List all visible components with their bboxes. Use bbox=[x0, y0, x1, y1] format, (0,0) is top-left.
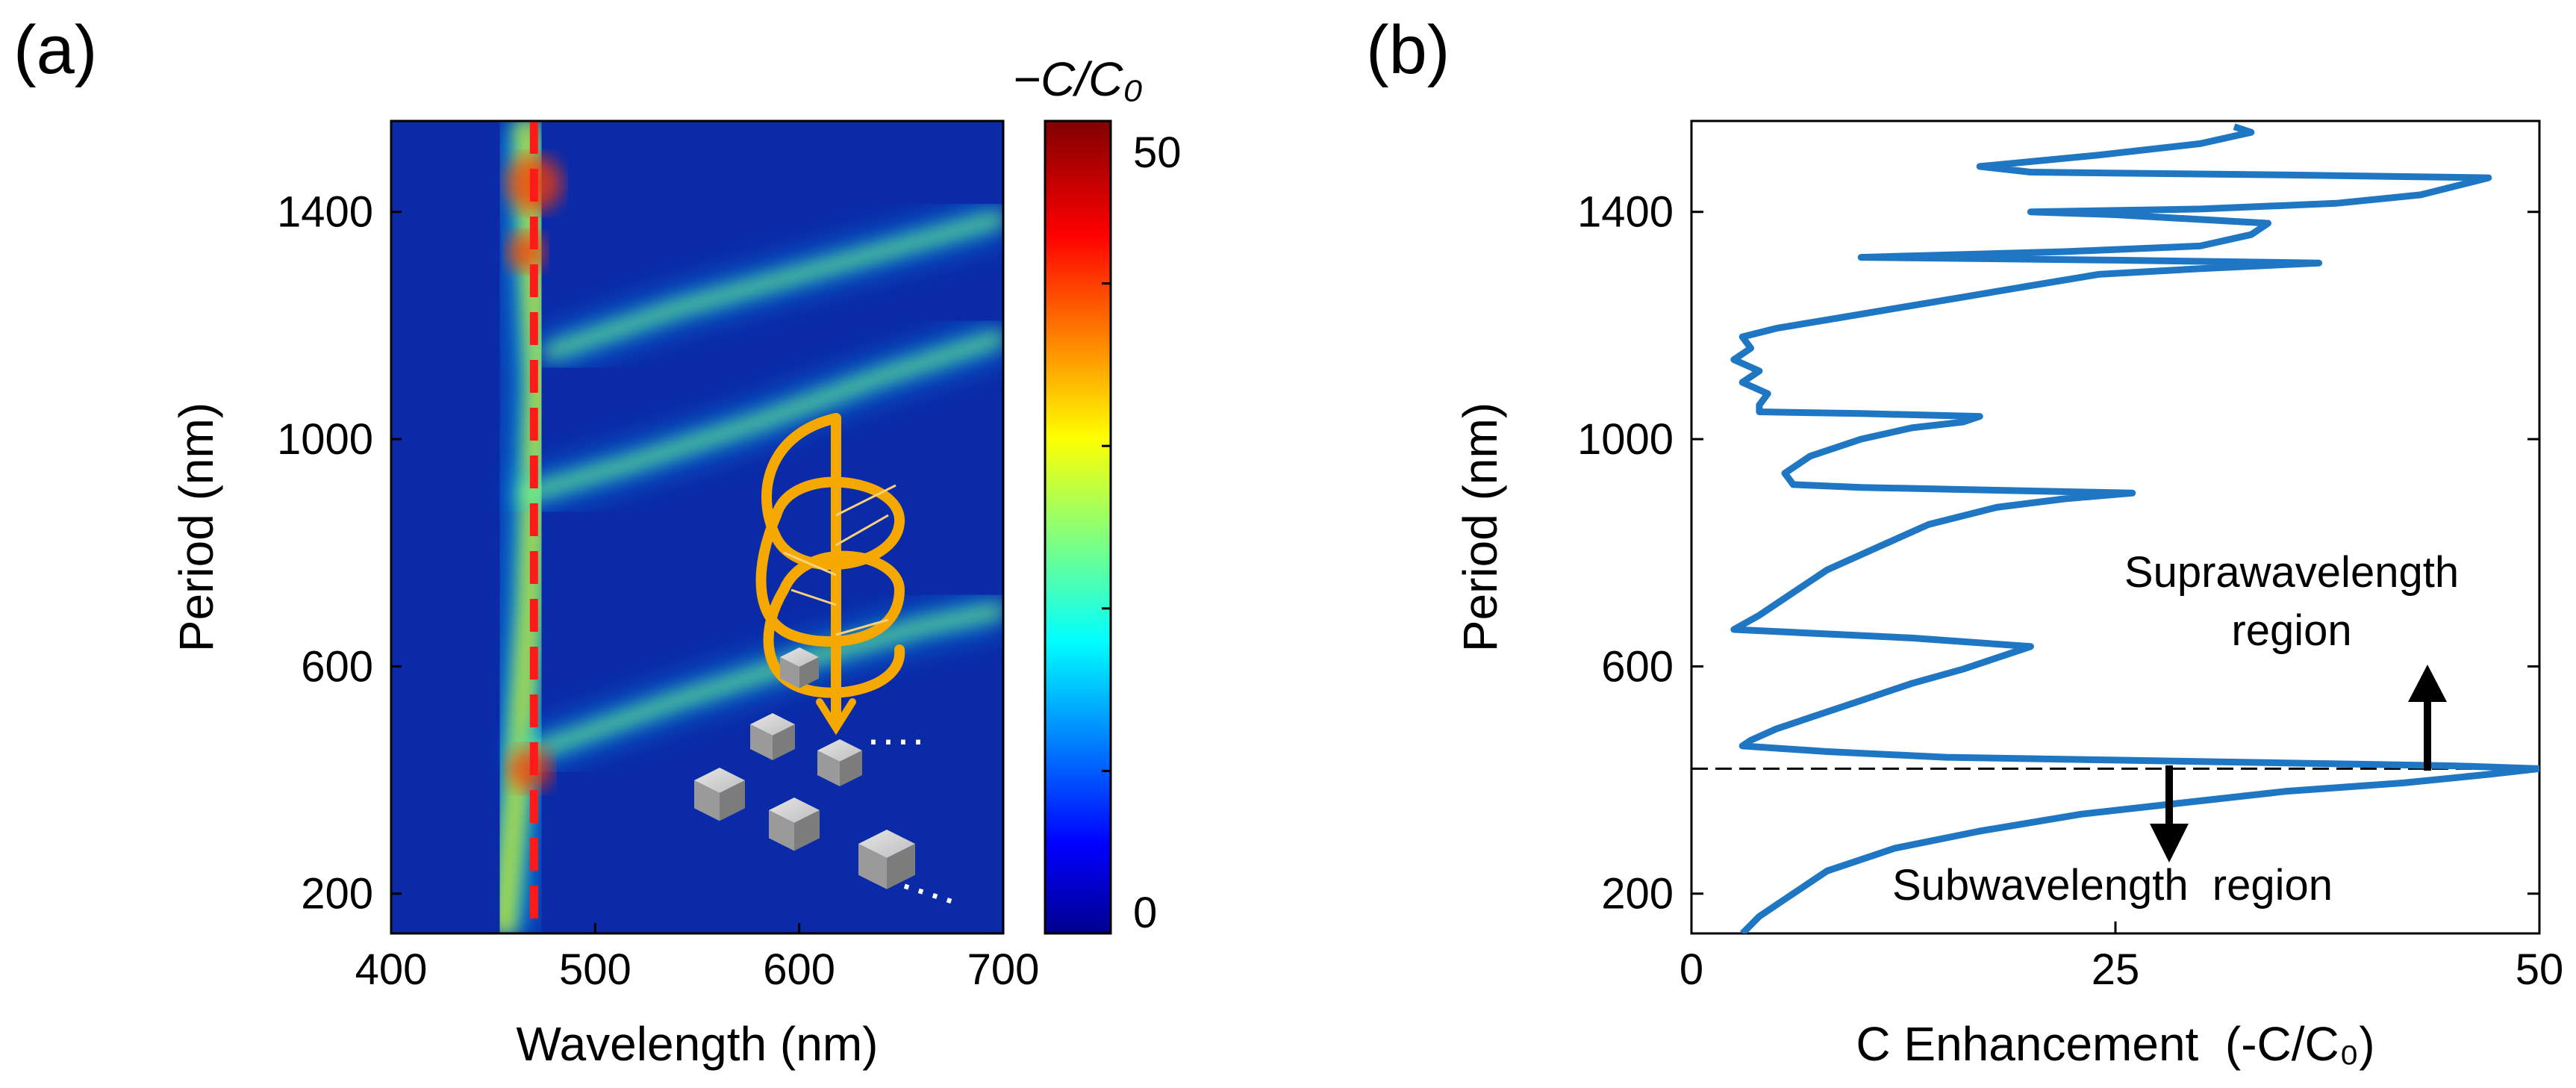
colorbar-ticks: 0 50 bbox=[1102, 119, 1182, 937]
line-y-axis-label: Period (nm) bbox=[1453, 402, 1507, 652]
line-x-tick-label-50: 50 bbox=[2516, 945, 2564, 994]
heatmap-plot-area: ···· ···· bbox=[390, 119, 1005, 935]
line-y-tick-label-200: 200 bbox=[1601, 870, 1674, 918]
line-x-tick-label-0: 0 bbox=[1680, 945, 1703, 994]
line-plot-area: 0 25 50 200 600 1000 1400 Suprawavelength regi… bbox=[1577, 119, 2563, 994]
colorbar-gradient bbox=[1044, 119, 1112, 935]
nanocube-0 bbox=[780, 647, 819, 688]
nanocube-5 bbox=[858, 830, 915, 889]
heatmap-frame bbox=[390, 119, 1005, 935]
colorbar-label: −C/C₀ bbox=[1013, 52, 1144, 106]
heatmap-y-axis-label: Period (nm) bbox=[169, 402, 223, 652]
subwavelength-label: Subwavelength region bbox=[1892, 861, 2333, 910]
inset-illustration: ···· ···· bbox=[694, 413, 965, 924]
heatmap-x-tick-label-500: 500 bbox=[559, 945, 631, 994]
panel-a-label: (a) bbox=[13, 12, 97, 88]
line-plot-frame bbox=[1690, 119, 2541, 935]
enhancement-series-line bbox=[1730, 123, 2539, 933]
nanocube-2 bbox=[817, 739, 862, 786]
heatmap-y-tick-label-600: 600 bbox=[301, 642, 373, 691]
colorbar-tick-label-0: 0 bbox=[1133, 889, 1157, 937]
panel-b-label: (b) bbox=[1366, 12, 1450, 88]
arrow-up-icon bbox=[2408, 665, 2447, 771]
line-y-tick-label-600: 600 bbox=[1601, 642, 1674, 691]
colorbar: 0 50 −C/C₀ bbox=[1013, 52, 1182, 937]
line-y-tick-label-1000: 1000 bbox=[1577, 415, 1674, 464]
line-y-tick-label-1400: 1400 bbox=[1577, 188, 1674, 237]
line-plot-axes: 0 25 50 200 600 1000 1400 bbox=[1577, 188, 2563, 994]
suprawavelength-label-line1: Suprawavelength bbox=[2124, 548, 2459, 597]
nanocube-3 bbox=[694, 768, 745, 821]
helix-field-arrows bbox=[783, 484, 896, 636]
array-continuation-dots-1: ···· bbox=[866, 714, 926, 764]
nanocube-array bbox=[694, 647, 915, 889]
heatmap-axes: 400 500 600 700 200 600 1000 1400 bbox=[277, 188, 1039, 994]
heatmap-y-tick-label-1000: 1000 bbox=[277, 415, 373, 464]
hotspot-2 bbox=[506, 231, 546, 271]
line-x-axis-label: C Enhancement (-C/C₀) bbox=[1856, 1017, 2374, 1071]
heatmap-y-tick-label-200: 200 bbox=[301, 870, 373, 918]
nanocube-4 bbox=[769, 798, 820, 851]
heatmap-x-tick-label-600: 600 bbox=[763, 945, 835, 994]
arrow-down-icon bbox=[2150, 765, 2189, 862]
heatmap-x-axis-label: Wavelength (nm) bbox=[517, 1017, 879, 1071]
heatmap-x-tick-label-700: 700 bbox=[967, 945, 1040, 994]
band-core-mode-1 bbox=[515, 603, 1003, 764]
suprawavelength-label-line2: region bbox=[2231, 606, 2351, 655]
nanocube-1 bbox=[750, 713, 795, 760]
colorbar-tick-label-50: 50 bbox=[1133, 128, 1182, 177]
heatmap-x-tick-label-400: 400 bbox=[355, 945, 428, 994]
heatmap-y-tick-label-1400: 1400 bbox=[277, 188, 373, 237]
line-x-tick-label-25: 25 bbox=[2092, 945, 2140, 994]
band-core-mode-3 bbox=[542, 211, 1003, 361]
band-core-mode-2 bbox=[517, 330, 1003, 503]
